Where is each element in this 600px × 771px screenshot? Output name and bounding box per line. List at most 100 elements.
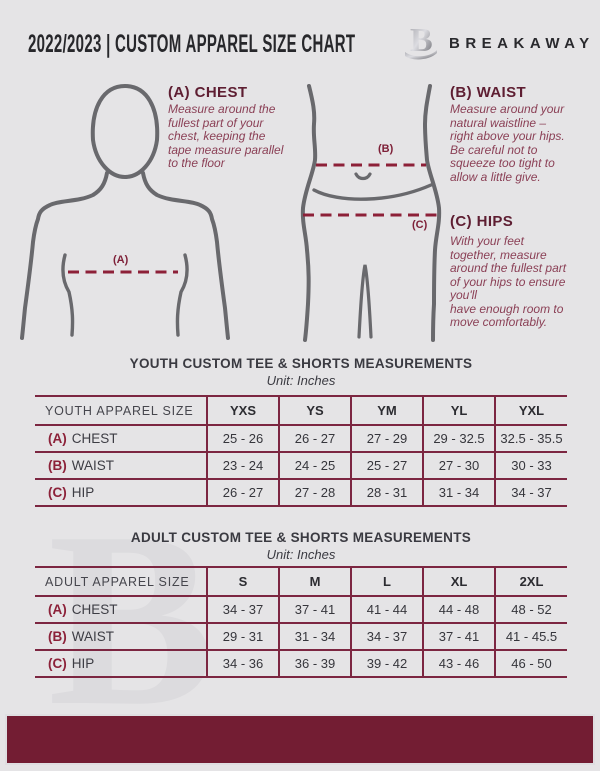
value-cell: 37 - 41: [422, 623, 495, 650]
hips-marker-label: (C): [412, 219, 428, 231]
watermark-letter: B: [48, 481, 215, 758]
value-cell: 48 - 52: [494, 596, 567, 623]
size-header-cell: YXS: [206, 396, 279, 425]
footer-bar: [5, 714, 595, 765]
adult-waist-row: (B) WAIST 29 - 31 31 - 34 34 - 37 37 - 41…: [35, 623, 567, 650]
right-armpit-line: [175, 253, 189, 337]
row-label: WAIST: [71, 458, 114, 473]
value-cell: 34 - 37: [206, 596, 279, 623]
value-cell: 29 - 32.5: [422, 425, 495, 452]
row-label: HIP: [71, 485, 95, 500]
value-cell: 37 - 41: [278, 596, 351, 623]
value-cell: 44 - 48: [422, 596, 495, 623]
youth-size-table: YOUTH APPAREL SIZE YXS YS YM YL YXL (A) C…: [35, 395, 567, 507]
youth-table-header-row: YOUTH APPAREL SIZE YXS YS YM YL YXL: [35, 396, 567, 425]
breakaway-b-icon: B: [405, 22, 437, 60]
value-cell: 28 - 31: [350, 479, 423, 506]
row-label-cell: (B) WAIST: [35, 452, 207, 479]
right-shoulder-arm-outline: [141, 171, 230, 340]
logo-b-glyph: B: [410, 22, 433, 59]
row-prefix: (A): [48, 602, 67, 617]
value-cell: 36 - 39: [278, 650, 351, 677]
value-cell: 34 - 37: [350, 623, 423, 650]
brand-logo: B BREAKAWAY: [404, 20, 595, 62]
waist-description: Measure around your natural waistline – …: [450, 102, 565, 184]
youth-chest-row: (A) CHEST 25 - 26 26 - 27 27 - 29 29 - 32…: [35, 425, 567, 452]
row-prefix: (C): [48, 485, 67, 500]
value-cell: 39 - 42: [350, 650, 423, 677]
value-cell: 26 - 27: [278, 425, 351, 452]
value-cell: 41 - 45.5: [494, 623, 567, 650]
head-outline: [90, 83, 160, 180]
value-cell: 30 - 33: [494, 452, 567, 479]
youth-waist-row: (B) WAIST 23 - 24 24 - 25 25 - 27 27 - 30…: [35, 452, 567, 479]
logo-swoosh: [405, 50, 437, 60]
row-label-cell: (C) HIP: [35, 650, 207, 677]
size-header-cell: S: [206, 567, 279, 596]
torso-left-outline: [300, 84, 318, 342]
waist-heading: (B) WAIST: [450, 84, 527, 101]
youth-hip-row: (C) HIP 26 - 27 27 - 28 28 - 31 31 - 34 3…: [35, 479, 567, 506]
adult-table-unit: Unit: Inches: [266, 547, 336, 562]
value-cell: 29 - 31: [206, 623, 279, 650]
left-armpit-line: [61, 253, 75, 337]
row-label: HIP: [71, 656, 95, 671]
size-header-cell: YM: [350, 396, 423, 425]
adult-size-table: ADULT APPAREL SIZE S M L XL 2XL (A) CHEST…: [35, 566, 567, 678]
left-shoulder-arm-outline: [20, 171, 109, 340]
youth-table-unit: Unit: Inches: [266, 373, 336, 388]
size-header-cell: 2XL: [494, 567, 567, 596]
value-cell: 46 - 50: [494, 650, 567, 677]
chest-marker-label: (A): [113, 254, 129, 266]
row-label-cell: (A) CHEST: [35, 596, 207, 623]
value-cell: 41 - 44: [350, 596, 423, 623]
value-cell: 32.5 - 35.5: [494, 425, 567, 452]
hip-crease-line: [312, 183, 433, 201]
value-cell: 27 - 30: [422, 452, 495, 479]
size-header-cell: YL: [422, 396, 495, 425]
value-cell: 34 - 37: [494, 479, 567, 506]
row-prefix: (B): [48, 458, 67, 473]
chest-description: Measure around the fullest part of your …: [168, 102, 284, 170]
adult-hip-row: (C) HIP 34 - 36 36 - 39 39 - 42 43 - 46 4…: [35, 650, 567, 677]
upper-body-figure: [20, 83, 230, 340]
row-label: CHEST: [71, 602, 118, 617]
value-cell: 25 - 27: [350, 452, 423, 479]
row-label-cell: (B) WAIST: [35, 623, 207, 650]
value-cell: 24 - 25: [278, 452, 351, 479]
row-prefix: (A): [48, 431, 67, 446]
brand-name: BREAKAWAY: [449, 34, 595, 52]
adult-table-header-row: ADULT APPAREL SIZE S M L XL 2XL: [35, 567, 567, 596]
size-header-cell: L: [350, 567, 423, 596]
value-cell: 27 - 28: [278, 479, 351, 506]
row-label: WAIST: [71, 629, 114, 644]
row-label: CHEST: [71, 431, 118, 446]
row-prefix: (B): [48, 629, 67, 644]
adult-table-title: ADULT CUSTOM TEE & SHORTS MEASUREMENTS: [130, 530, 472, 545]
youth-table-title: YOUTH CUSTOM TEE & SHORTS MEASUREMENTS: [129, 356, 473, 371]
lower-body-figure: [300, 84, 442, 342]
page-title: 2022/2023 | CUSTOM APPAREL SIZE CHART: [28, 30, 356, 58]
waist-marker-label: (B): [378, 143, 394, 155]
value-cell: 25 - 26: [206, 425, 279, 452]
chest-heading: (A) CHEST: [168, 84, 248, 101]
size-header-cell: YS: [278, 396, 351, 425]
value-cell: 34 - 36: [206, 650, 279, 677]
value-cell: 23 - 24: [206, 452, 279, 479]
row-label-cell: (C) HIP: [35, 479, 207, 506]
size-header-cell: YXL: [494, 396, 567, 425]
value-cell: 26 - 27: [206, 479, 279, 506]
value-cell: 31 - 34: [422, 479, 495, 506]
row-label-cell: (A) CHEST: [35, 425, 207, 452]
hips-description: With your feet together, measure around …: [450, 234, 567, 329]
value-cell: 31 - 34: [278, 623, 351, 650]
youth-size-col-header: YOUTH APPAREL SIZE: [45, 403, 194, 418]
size-header-cell: M: [278, 567, 351, 596]
inner-leg-outline: [357, 264, 373, 339]
adult-chest-row: (A) CHEST 34 - 37 37 - 41 41 - 44 44 - 48…: [35, 596, 567, 623]
torso-right-outline: [422, 84, 442, 342]
navel-mark: [354, 172, 372, 181]
size-header-cell: XL: [422, 567, 495, 596]
hips-heading: (C) HIPS: [450, 213, 514, 230]
